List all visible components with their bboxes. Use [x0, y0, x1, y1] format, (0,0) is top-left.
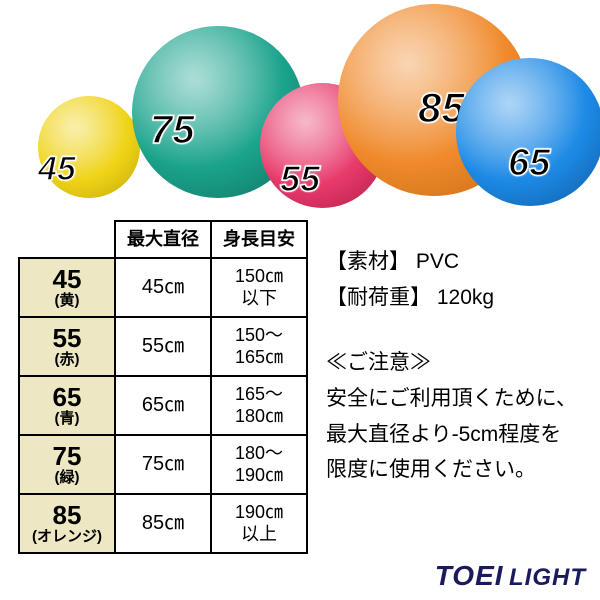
- balls-illustration: 4575558565: [0, 0, 600, 220]
- table-row: 45(黄)45㎝150㎝以下: [19, 258, 307, 317]
- diameter-cell: 45㎝: [115, 258, 211, 317]
- brand-light: LIGHT: [509, 564, 586, 591]
- size-cell: 45(黄): [19, 258, 115, 317]
- size-cell: 65(青): [19, 376, 115, 435]
- ball-label-55: 55: [280, 158, 320, 200]
- col-header-height: 身長目安: [211, 221, 307, 258]
- ball-label-45: 45: [38, 150, 76, 189]
- ball-label-65: 65: [508, 142, 550, 185]
- height-cell: 180～190㎝: [211, 435, 307, 494]
- material-line: 【素材】 PVC: [326, 244, 582, 280]
- info-column: 【素材】 PVC 【耐荷重】 120kg ≪ご注意≫ 安全にご利用頂くために、最…: [326, 220, 582, 554]
- size-table: 最大直径 身長目安 45(黄)45㎝150㎝以下55(赤)55㎝150～165㎝…: [18, 220, 308, 554]
- ball-label-75: 75: [150, 108, 195, 153]
- note-heading: ≪ご注意≫: [326, 345, 582, 381]
- table-row: 55(赤)55㎝150～165㎝: [19, 317, 307, 376]
- diameter-cell: 65㎝: [115, 376, 211, 435]
- height-cell: 190㎝以上: [211, 494, 307, 553]
- brand-logo: TOEI LIGHT: [435, 560, 586, 592]
- material-label: 【素材】: [326, 250, 410, 273]
- diameter-cell: 55㎝: [115, 317, 211, 376]
- height-cell: 150～165㎝: [211, 317, 307, 376]
- diameter-cell: 75㎝: [115, 435, 211, 494]
- height-cell: 165～180㎝: [211, 376, 307, 435]
- size-cell: 85(オレンジ): [19, 494, 115, 553]
- table-row: 65(青)65㎝165～180㎝: [19, 376, 307, 435]
- table-row: 75(緑)75㎝180～190㎝: [19, 435, 307, 494]
- table-corner: [19, 221, 115, 258]
- content-row: 最大直径 身長目安 45(黄)45㎝150㎝以下55(赤)55㎝150～165㎝…: [0, 220, 600, 554]
- col-header-diameter: 最大直径: [115, 221, 211, 258]
- material-value: PVC: [416, 250, 459, 273]
- height-cell: 150㎝以下: [211, 258, 307, 317]
- size-cell: 75(緑): [19, 435, 115, 494]
- brand-toei: TOEI: [435, 560, 504, 591]
- load-value: 120kg: [437, 286, 494, 309]
- note-body: 安全にご利用頂くために、最大直径より-5cm程度を限度に使用ください。: [326, 381, 582, 488]
- table-row: 85(オレンジ)85㎝190㎝以上: [19, 494, 307, 553]
- load-label: 【耐荷重】: [326, 286, 431, 309]
- load-line: 【耐荷重】 120kg: [326, 280, 582, 316]
- size-cell: 55(赤): [19, 317, 115, 376]
- diameter-cell: 85㎝: [115, 494, 211, 553]
